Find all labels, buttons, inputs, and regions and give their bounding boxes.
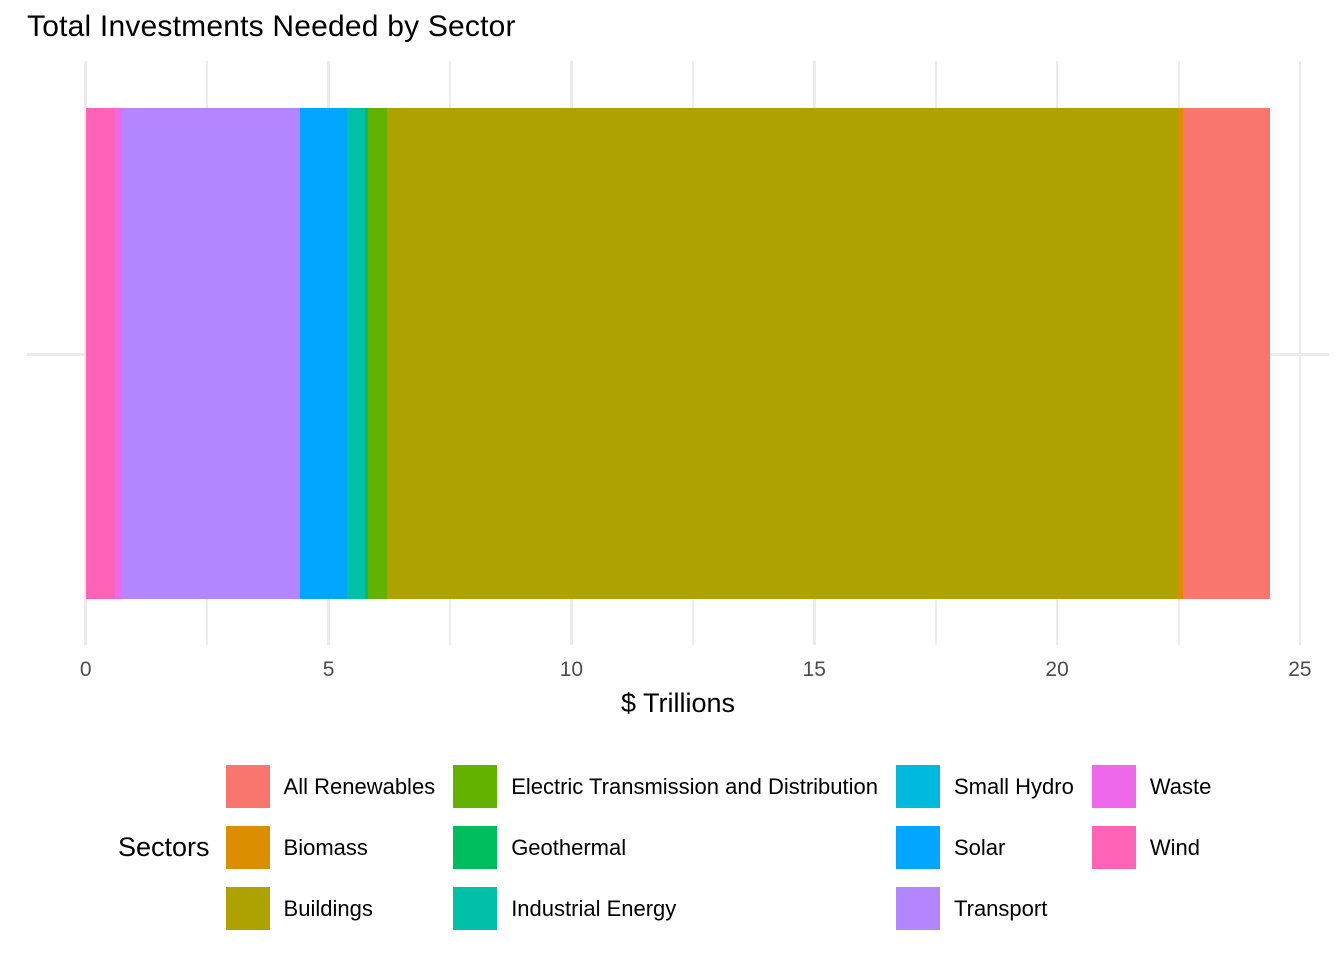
x-tick-label-25: 25	[1288, 658, 1312, 681]
bar-segment-industrial-energy	[347, 108, 365, 599]
legend-item-electric-transmission-and-distribution: Electric Transmission and Distribution	[453, 765, 878, 808]
legend-swatch-buildings	[225, 887, 270, 930]
legend-swatch-industrial-energy	[453, 887, 498, 930]
legend: Sectors All Renewables Biomass Buildings El…	[118, 765, 1229, 930]
legend-item-label: Transport	[954, 895, 1048, 921]
legend-item-label: Electric Transmission and Distribution	[511, 773, 878, 799]
legend-item-label: Buildings	[283, 895, 373, 921]
legend-item-buildings: Buildings	[225, 887, 436, 930]
legend-item-biomass: Biomass	[225, 826, 436, 869]
legend-item-solar: Solar	[896, 826, 1074, 869]
bar-segment-wind	[85, 108, 115, 599]
legend-item-transport: Transport	[896, 887, 1074, 930]
legend-item-geothermal: Geothermal	[453, 826, 878, 869]
legend-item-waste: Waste	[1091, 765, 1212, 808]
legend-item-label: Wind	[1149, 834, 1200, 860]
legend-item-label: Waste	[1149, 773, 1212, 799]
bar-segment-electric-transmission-and-distribution	[367, 108, 387, 599]
legend-column-4: Waste Wind	[1091, 765, 1212, 869]
legend-swatch-electric-transmission-and-distribution	[453, 765, 498, 808]
legend-swatch-waste	[1091, 765, 1136, 808]
legend-item-label: Small Hydro	[954, 773, 1074, 799]
bar-segment-all-renewables	[1183, 108, 1270, 599]
bar-segment-waste	[114, 108, 122, 599]
stacked-bar	[85, 108, 1270, 599]
x-axis-title: $ Trillions	[620, 688, 736, 718]
legend-column-1: All Renewables Biomass Buildings	[225, 765, 436, 930]
legend-swatch-small-hydro	[896, 765, 940, 808]
legend-item-label: Geothermal	[511, 834, 627, 860]
bar-segment-buildings	[386, 108, 1178, 599]
plot-title: Total Investments Needed by Sector	[27, 10, 516, 43]
legend-swatch-solar	[896, 826, 940, 869]
legend-swatch-biomass	[225, 826, 270, 869]
legend-item-wind: Wind	[1091, 826, 1212, 869]
bar-segment-biomass	[1177, 108, 1184, 599]
legend-swatch-geothermal	[453, 826, 498, 869]
bar-segment-geothermal	[364, 108, 368, 599]
x-tick-label-15: 15	[802, 658, 826, 681]
x-tick-label-0: 0	[79, 658, 92, 681]
chart-panel	[27, 61, 1329, 645]
legend-item-label: All Renewables	[283, 773, 436, 799]
x-axis: 0 5 10 15 20 25	[27, 658, 1329, 686]
legend-item-industrial-energy: Industrial Energy	[453, 887, 878, 930]
x-tick-label-20: 20	[1045, 658, 1069, 681]
legend-title: Sectors	[118, 832, 210, 862]
legend-item-small-hydro: Small Hydro	[896, 765, 1074, 808]
legend-item-label: Biomass	[283, 834, 368, 860]
x-tick-label-10: 10	[559, 658, 584, 681]
legend-swatch-all-renewables	[225, 765, 270, 808]
legend-swatch-wind	[1091, 826, 1136, 869]
bar-segment-small-hydro	[346, 108, 348, 599]
legend-item-label: Industrial Energy	[511, 895, 677, 921]
bar-segment-solar	[299, 108, 347, 599]
x-tick-label-5: 5	[322, 658, 335, 681]
legend-column-3: Small Hydro Solar Transport	[896, 765, 1074, 930]
legend-item-label: Solar	[954, 834, 1006, 860]
legend-swatch-transport	[896, 887, 940, 930]
bar-segment-transport	[121, 108, 300, 599]
legend-item-all-renewables: All Renewables	[225, 765, 436, 808]
legend-column-2: Electric Transmission and Distribution Ge…	[453, 765, 878, 930]
